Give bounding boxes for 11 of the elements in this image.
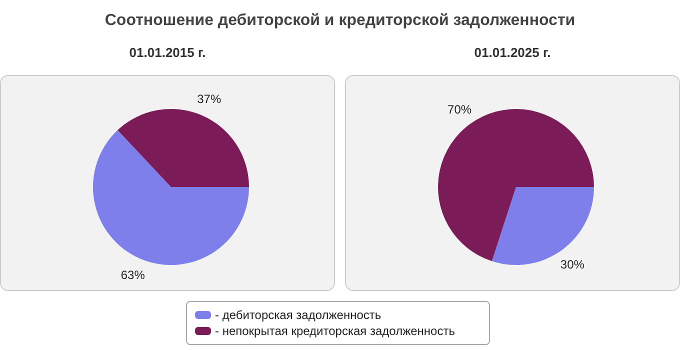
chart-subtitle: 01.01.2015 г. <box>128 45 207 62</box>
legend-label: - дебиторская задолженность <box>215 308 382 322</box>
data-label: 37% <box>197 92 222 106</box>
chart-subtitle: 01.01.2025 г. <box>473 45 552 62</box>
data-label: 63% <box>120 268 146 282</box>
chart-title: Соотношение дебиторской и кредиторской задолженности <box>104 12 576 30</box>
legend-label: - непокрытая кредиторская задолженность <box>215 324 455 338</box>
pie-slice <box>93 130 249 265</box>
data-label: 30% <box>560 258 585 272</box>
pie-slice <box>118 109 249 187</box>
data-label: 70% <box>448 102 472 116</box>
